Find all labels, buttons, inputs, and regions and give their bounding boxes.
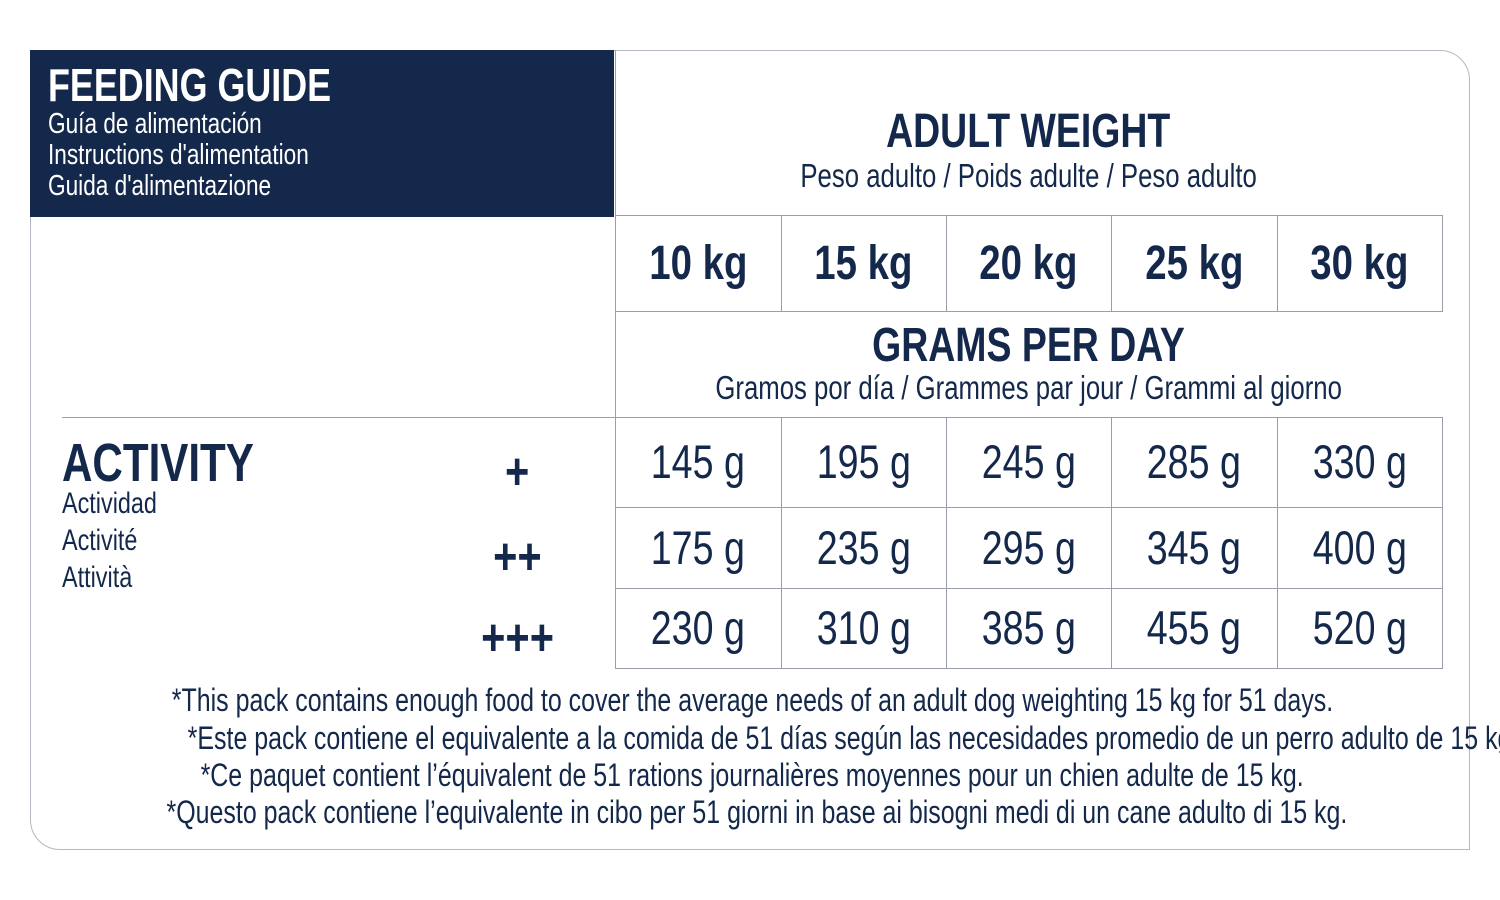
weight-label: 15 kg — [781, 236, 946, 291]
header-subtitle: Instructions d'alimentation — [48, 139, 309, 171]
grams-value-text: 285 g — [1146, 435, 1242, 488]
grams-value-text: 195 g — [816, 435, 911, 488]
activity-level: +++ — [440, 608, 595, 668]
grams-value: 145 g — [615, 417, 781, 507]
weight-label: 10 kg — [615, 236, 781, 291]
activity-level: ++ — [440, 527, 595, 588]
note: *Questo pack contiene l’equivalente in c… — [166, 794, 1348, 830]
grams-value-text: 400 g — [1312, 521, 1407, 574]
note: *This pack contains enough food to cover… — [171, 682, 1334, 718]
grams-value: 235 g — [781, 507, 946, 588]
grams-value-text: 310 g — [816, 601, 911, 654]
grams-value: 345 g — [1111, 507, 1277, 588]
weight-label-text: 20 kg — [979, 237, 1078, 290]
grams-value-text: 295 g — [981, 521, 1076, 574]
header-panel — [30, 50, 614, 217]
grams-value: 230 g — [615, 588, 781, 668]
grid-line — [1111, 417, 1112, 669]
grams-value: 295 g — [946, 507, 1111, 588]
grams-value-text: 330 g — [1312, 435, 1407, 488]
grams-value-text: 245 g — [981, 435, 1076, 488]
grid-line — [615, 588, 1442, 589]
header-subtitle: Guía de alimentación — [48, 108, 262, 140]
weight-label: 30 kg — [1277, 236, 1442, 291]
grams-value: 520 g — [1277, 588, 1442, 668]
weight-label-text: 30 kg — [1310, 237, 1409, 290]
weight-label-text: 10 kg — [648, 237, 748, 290]
activity-level: + — [440, 437, 595, 507]
grams-value-text: 520 g — [1312, 601, 1407, 654]
weight-title: ADULT WEIGHT — [886, 105, 1171, 158]
grams-value: 285 g — [1111, 417, 1277, 507]
weight-subtitle: Peso adulto / Poids adulte / Peso adulto — [800, 157, 1257, 194]
grid-line — [946, 417, 947, 669]
grid-line — [615, 215, 1442, 216]
activity-level-text: +++ — [481, 609, 554, 667]
header-subtitle: Guida d'alimentazione — [48, 170, 272, 202]
grid-line — [946, 215, 947, 312]
grams-value: 455 g — [1111, 588, 1277, 668]
grams-value: 330 g — [1277, 417, 1442, 507]
grid-line — [615, 507, 1442, 508]
activity-level-text: + — [505, 443, 530, 501]
grams-value-text: 145 g — [650, 435, 746, 488]
grams-value-text: 175 g — [650, 521, 746, 574]
activity-level-text: ++ — [493, 528, 542, 586]
grams-value: 195 g — [781, 417, 946, 507]
grams-value: 310 g — [781, 588, 946, 668]
grams-title: GRAMS PER DAY — [872, 319, 1185, 372]
note: *Este pack contiene el equivalente a la … — [187, 720, 1500, 756]
grid-line — [615, 668, 1442, 669]
activity-subtitle: Actividad — [62, 487, 157, 520]
grams-value-text: 455 g — [1146, 601, 1242, 654]
header-title: FEEDING GUIDE — [48, 59, 332, 111]
grid-line — [781, 417, 782, 669]
grid-line — [781, 215, 782, 312]
grid-line — [1442, 215, 1443, 312]
activity-title: ACTIVITY — [62, 433, 254, 493]
grid-line — [1277, 417, 1278, 669]
grid-line — [615, 417, 1442, 418]
frame — [30, 50, 1470, 850]
grams-value: 385 g — [946, 588, 1111, 668]
weight-label-text: 15 kg — [814, 237, 913, 290]
activity-subtitle: Attività — [62, 561, 133, 594]
grid-line — [615, 50, 616, 669]
grams-value-text: 385 g — [981, 601, 1076, 654]
grid-line — [615, 311, 1442, 312]
grams-value-text: 235 g — [816, 521, 911, 574]
weight-label: 20 kg — [946, 236, 1111, 291]
grams-value: 175 g — [615, 507, 781, 588]
grid-line — [1277, 215, 1278, 312]
weight-label-text: 25 kg — [1144, 237, 1244, 290]
grams-value: 245 g — [946, 417, 1111, 507]
grid-line — [1111, 215, 1112, 312]
grams-value-text: 345 g — [1146, 521, 1242, 574]
weight-label: 25 kg — [1111, 236, 1277, 291]
activity-subtitle: Activité — [62, 524, 138, 557]
grams-value: 400 g — [1277, 507, 1442, 588]
grams-value-text: 230 g — [650, 601, 746, 654]
grid-line — [1442, 417, 1443, 669]
grams-subtitle: Gramos por día / Grammes par jour / Gram… — [715, 369, 1342, 406]
divider — [62, 417, 615, 418]
note: *Ce paquet contient l’équivalent de 51 r… — [200, 757, 1305, 793]
